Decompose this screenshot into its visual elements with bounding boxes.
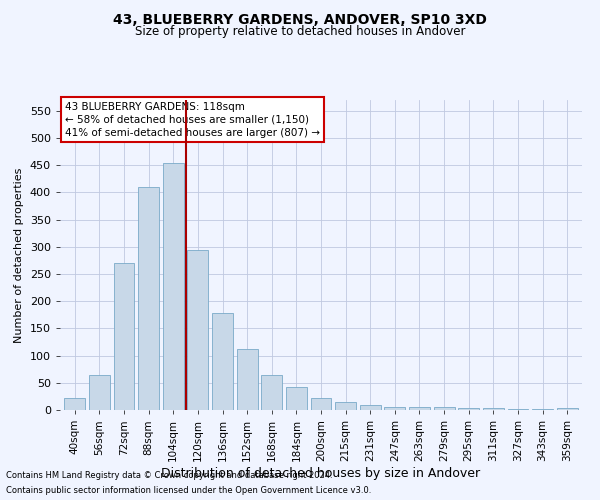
- Text: 43, BLUEBERRY GARDENS, ANDOVER, SP10 3XD: 43, BLUEBERRY GARDENS, ANDOVER, SP10 3XD: [113, 12, 487, 26]
- Bar: [64, 398, 85, 410]
- Text: Contains public sector information licensed under the Open Government Licence v3: Contains public sector information licen…: [6, 486, 371, 495]
- Bar: [508, 409, 529, 410]
- Bar: [212, 313, 233, 410]
- Text: Contains HM Land Registry data © Crown copyright and database right 2024.: Contains HM Land Registry data © Crown c…: [6, 471, 332, 480]
- Bar: [261, 374, 282, 410]
- Text: Size of property relative to detached houses in Andover: Size of property relative to detached ho…: [135, 25, 465, 38]
- Bar: [385, 406, 406, 410]
- Bar: [409, 406, 430, 410]
- Bar: [187, 250, 208, 410]
- Bar: [483, 408, 504, 410]
- Y-axis label: Number of detached properties: Number of detached properties: [14, 168, 24, 342]
- Bar: [360, 404, 381, 410]
- Bar: [532, 409, 553, 410]
- Bar: [335, 402, 356, 410]
- Bar: [311, 398, 331, 410]
- Bar: [138, 187, 159, 410]
- Bar: [458, 408, 479, 410]
- Bar: [163, 162, 184, 410]
- Text: 43 BLUEBERRY GARDENS: 118sqm
← 58% of detached houses are smaller (1,150)
41% of: 43 BLUEBERRY GARDENS: 118sqm ← 58% of de…: [65, 102, 320, 138]
- X-axis label: Distribution of detached houses by size in Andover: Distribution of detached houses by size …: [161, 466, 481, 479]
- Bar: [89, 374, 110, 410]
- Bar: [236, 348, 257, 410]
- Bar: [557, 408, 578, 410]
- Bar: [113, 263, 134, 410]
- Bar: [286, 386, 307, 410]
- Bar: [434, 408, 455, 410]
